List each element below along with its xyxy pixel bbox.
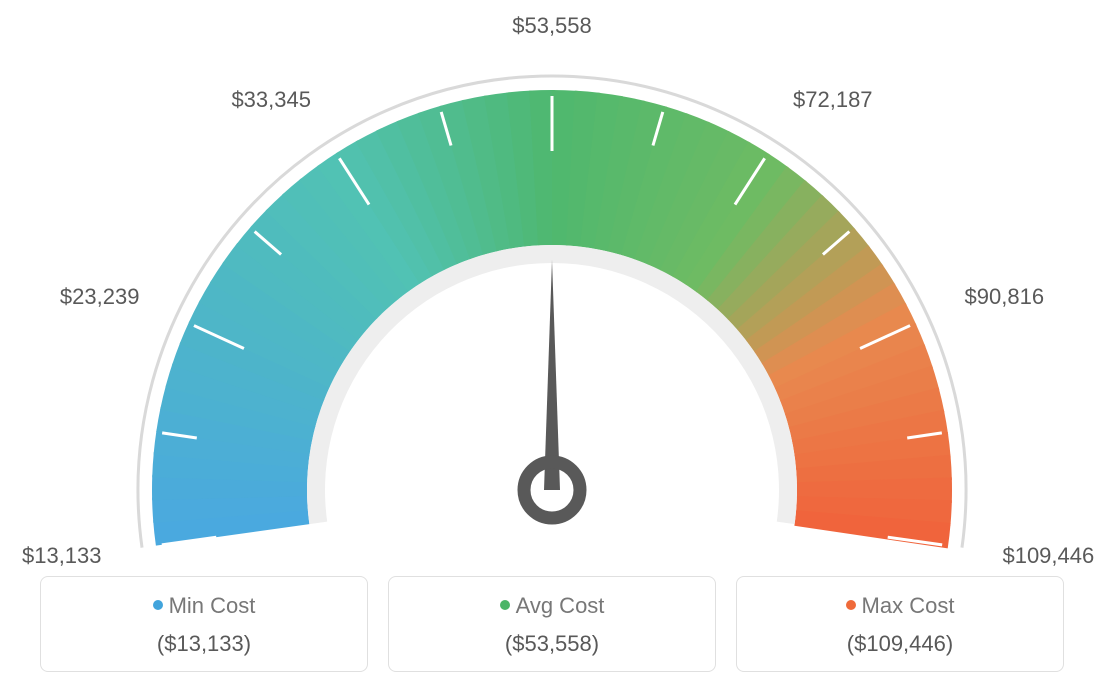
legend-dot-avg: [500, 600, 510, 610]
gauge-scale-label: $33,345: [211, 87, 311, 113]
legend-value-max: ($109,446): [747, 631, 1053, 657]
gauge-scale-label: $72,187: [793, 87, 873, 113]
legend-card-max: Max Cost ($109,446): [736, 576, 1064, 672]
gauge-chart: $13,133$23,239$33,345$53,558$72,187$90,8…: [0, 0, 1104, 550]
legend-value-min: ($13,133): [51, 631, 357, 657]
gauge-scale-label: $13,133: [2, 543, 102, 569]
legend-dot-max: [846, 600, 856, 610]
gauge-svg: [0, 20, 1104, 560]
legend-row: Min Cost ($13,133) Avg Cost ($53,558) Ma…: [0, 576, 1104, 672]
legend-label-min: Min Cost: [169, 593, 256, 618]
legend-value-avg: ($53,558): [399, 631, 705, 657]
legend-title-avg: Avg Cost: [399, 593, 705, 619]
legend-label-max: Max Cost: [862, 593, 955, 618]
legend-dot-min: [153, 600, 163, 610]
gauge-scale-label: $90,816: [965, 284, 1045, 310]
legend-title-max: Max Cost: [747, 593, 1053, 619]
legend-title-min: Min Cost: [51, 593, 357, 619]
gauge-scale-label: $53,558: [507, 13, 597, 39]
gauge-scale-label: $109,446: [1002, 543, 1094, 569]
legend-label-avg: Avg Cost: [516, 593, 605, 618]
legend-card-avg: Avg Cost ($53,558): [388, 576, 716, 672]
gauge-scale-label: $23,239: [39, 284, 139, 310]
legend-card-min: Min Cost ($13,133): [40, 576, 368, 672]
